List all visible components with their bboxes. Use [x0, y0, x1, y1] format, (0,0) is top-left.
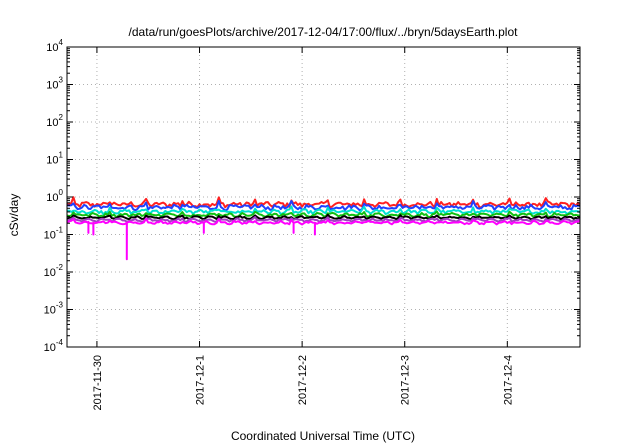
- y-tick-label: 101: [46, 151, 63, 167]
- x-tick-label: 2017-12-4: [502, 355, 514, 405]
- series-line: [66, 199, 581, 212]
- y-tick-label: 104: [46, 38, 63, 54]
- y-axis-label: cSv/day: [7, 194, 21, 237]
- y-tick-label: 100: [46, 188, 63, 204]
- series-line: [66, 216, 581, 223]
- y-tick-label: 102: [46, 113, 63, 129]
- y-tick-label: 10-2: [44, 263, 64, 279]
- x-tick-label: 2017-12-3: [400, 355, 412, 405]
- x-tick-label: 2017-12-1: [195, 355, 207, 405]
- x-tick-label: 2017-11-30: [92, 355, 104, 410]
- ticks: 10-4 10-3 10-2 10-1 100 101 102 103 104 2017-11-3…: [44, 38, 580, 410]
- y-tick-label: 10-1: [44, 226, 64, 242]
- x-axis-label: Coordinated Universal Time (UTC): [231, 429, 415, 443]
- series-line: [66, 217, 581, 261]
- series-line: [66, 213, 581, 221]
- series-line: [66, 210, 581, 219]
- y-tick-label: 103: [46, 76, 63, 92]
- series-group: [66, 196, 581, 261]
- y-tick-label: 10-3: [44, 301, 64, 317]
- grid: [67, 47, 580, 347]
- chart-title: /data/run/goesPlots/archive/2017-12-04/1…: [129, 25, 519, 39]
- series-line: [66, 196, 581, 209]
- y-tick-label: 10-4: [44, 338, 64, 354]
- series-line: [66, 205, 581, 216]
- x-tick-label: 2017-12-2: [297, 355, 309, 405]
